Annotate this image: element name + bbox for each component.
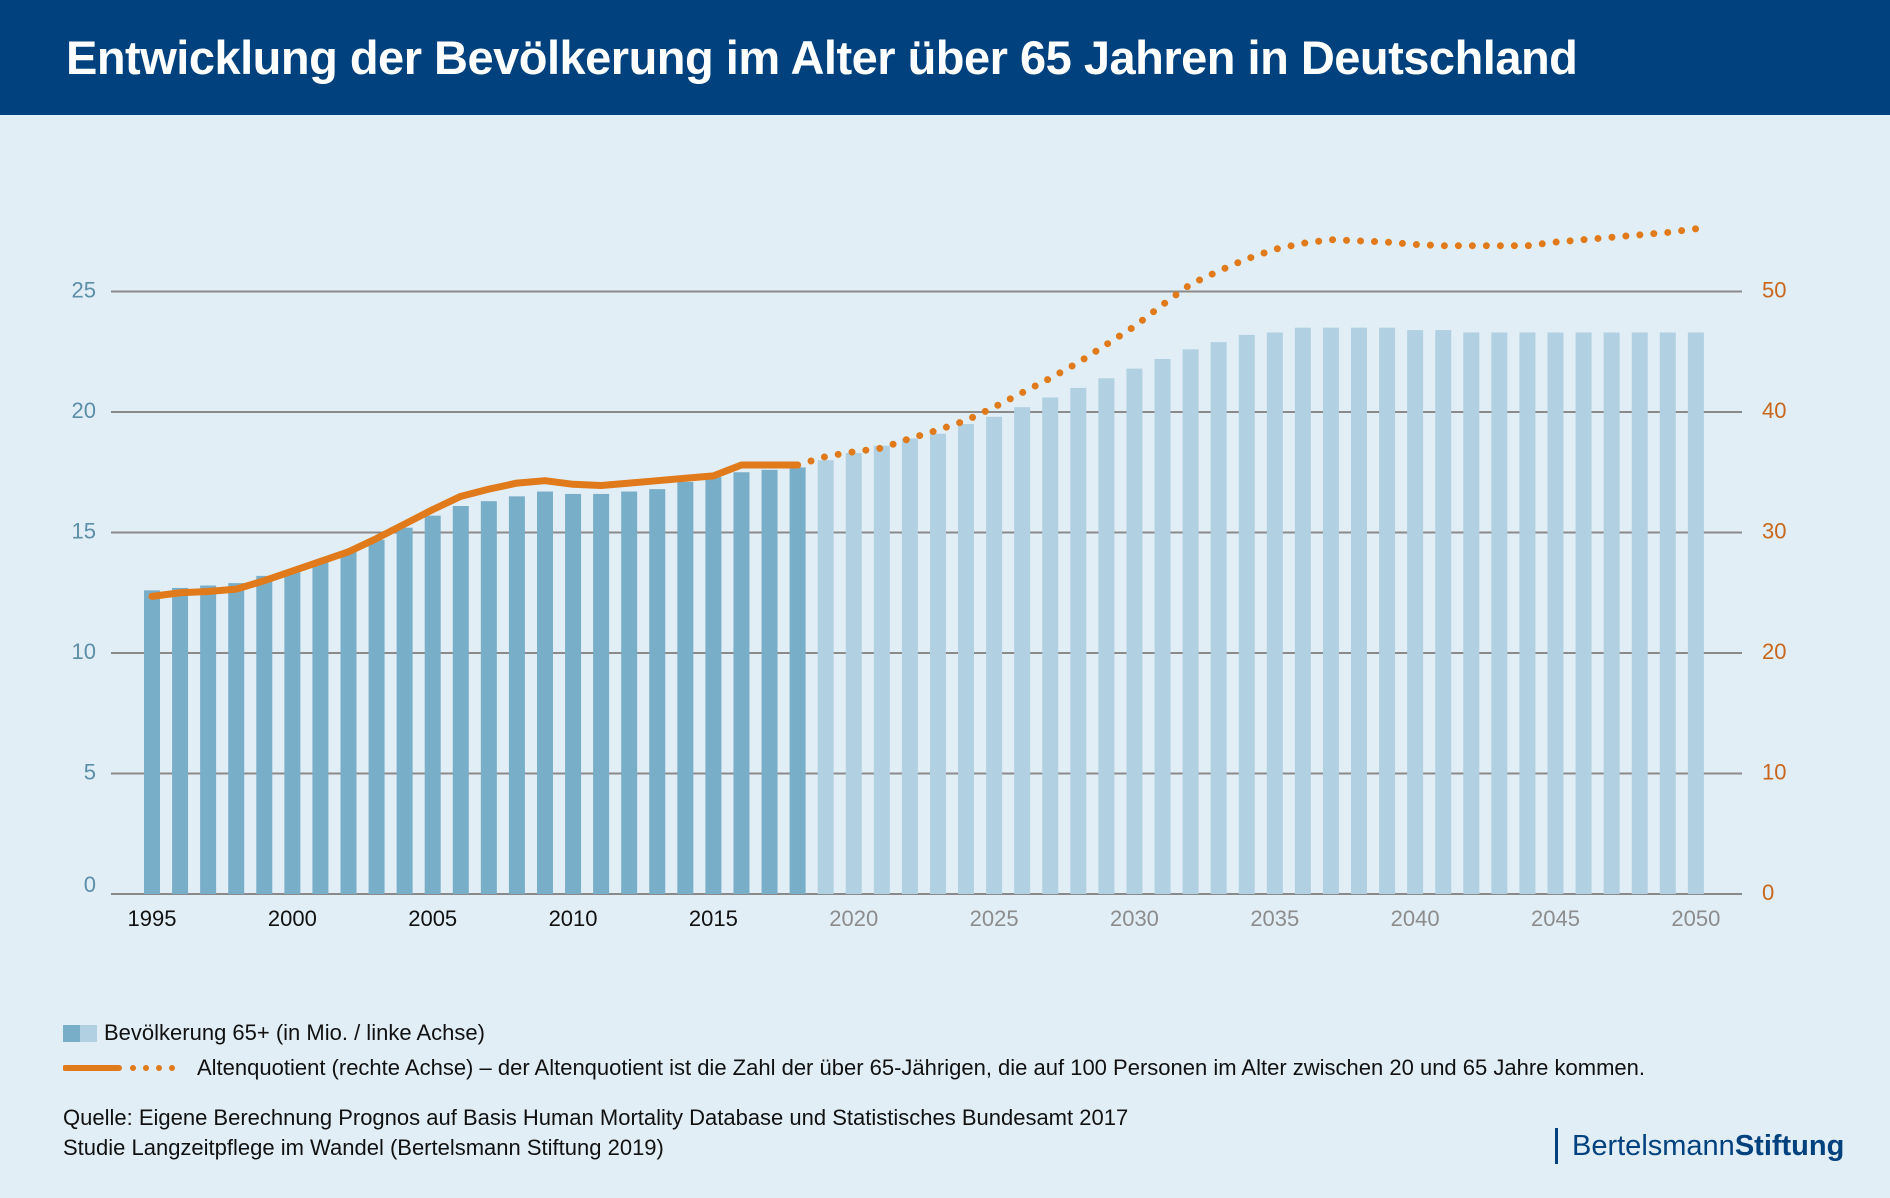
bar-2033 (1210, 342, 1227, 894)
bar-2000 (284, 571, 301, 894)
altenquotient-line-observed (148, 461, 802, 600)
bar-2012 (621, 491, 638, 894)
x-axis-tick-label: 2035 (1250, 906, 1299, 931)
right-axis-tick-label: 10 (1762, 760, 1786, 785)
left-axis-tick-label: 5 (84, 760, 96, 785)
x-axis-tick-label: 2045 (1531, 906, 1580, 931)
bar-2049 (1659, 332, 1676, 895)
bar-2026 (1014, 407, 1031, 894)
bar-2017 (761, 469, 778, 894)
bar-2022 (901, 438, 918, 894)
bar-2001 (312, 561, 329, 894)
altenquotient-line-projected (794, 225, 1700, 469)
bar-2029 (1098, 378, 1115, 894)
x-axis-tick-label: 2025 (970, 906, 1019, 931)
bar-2006 (452, 505, 469, 894)
bar-2024 (958, 424, 975, 894)
bar-2038 (1351, 327, 1368, 894)
x-axis-tick-label: 2050 (1671, 906, 1720, 931)
bar-2031 (1154, 358, 1171, 894)
bar-2008 (508, 496, 525, 894)
bar-2040 (1407, 330, 1424, 894)
legend-bars: Bevölkerung 65+ (in Mio. / linke Achse) (63, 1020, 485, 1046)
left-axis-tick-label: 20 (72, 398, 96, 423)
bar-1997 (200, 585, 217, 894)
bar-2027 (1042, 397, 1059, 894)
bar-2009 (536, 491, 553, 894)
bar-2032 (1182, 349, 1199, 895)
page-title: Entwicklung der Bevölkerung im Alter übe… (66, 31, 1578, 84)
right-axis-tick-label: 30 (1762, 519, 1786, 544)
bar-2003 (368, 539, 385, 894)
bar-2002 (340, 551, 357, 894)
bar-2048 (1631, 332, 1648, 895)
bar-2015 (705, 477, 722, 894)
legend-bars-label: Bevölkerung 65+ (in Mio. / linke Achse) (104, 1020, 485, 1045)
bar-1998 (228, 583, 245, 894)
bar-2007 (480, 501, 497, 894)
bar-2041 (1435, 330, 1452, 894)
bar-2025 (986, 416, 1003, 894)
legend-bar-swatch-projected (80, 1024, 97, 1042)
x-axis-tick-label: 2020 (829, 906, 878, 931)
x-axis-tick-label: 2010 (549, 906, 598, 931)
bar-1999 (256, 575, 273, 894)
legend-line-label: Altenquotient (rechte Achse) – der Alten… (197, 1055, 1645, 1080)
legend-line-swatch (63, 1065, 175, 1071)
source-line-2: Studie Langzeitpflege im Wandel (Bertels… (63, 1135, 664, 1160)
bar-2035 (1266, 332, 1283, 895)
bar-1996 (172, 587, 189, 894)
header-bar: Entwicklung der Bevölkerung im Alter übe… (0, 0, 1890, 115)
bar-2028 (1070, 387, 1087, 894)
right-axis-tick-label: 50 (1762, 278, 1786, 303)
bar-2050 (1687, 332, 1704, 895)
bar-2023 (929, 433, 946, 894)
bar-2013 (649, 489, 666, 894)
bertelsmann-logo: BertelsmannStiftung (1555, 1128, 1844, 1164)
right-axis-tick-label: 0 (1762, 880, 1774, 905)
right-axis-tick-label: 20 (1762, 639, 1786, 664)
legend-bar-swatch (63, 1024, 80, 1042)
legend-line: Altenquotient (rechte Achse) – der Alten… (63, 1055, 1645, 1081)
bar-1995 (144, 590, 160, 894)
bar-2011 (593, 493, 610, 894)
bar-2047 (1603, 332, 1620, 895)
left-axis-tick-label: 25 (72, 278, 96, 303)
bar-2021 (873, 445, 890, 894)
bar-2020 (845, 452, 862, 894)
bar-2045 (1547, 332, 1564, 895)
bar-2044 (1519, 332, 1536, 895)
x-axis-tick-label: 2015 (689, 906, 738, 931)
bar-2034 (1238, 334, 1255, 894)
bar-2030 (1126, 368, 1143, 894)
bar-2004 (396, 527, 413, 894)
bar-2018 (789, 467, 806, 894)
bar-2036 (1294, 327, 1311, 894)
bar-2016 (733, 472, 750, 894)
x-axis-tick-label: 2040 (1391, 906, 1440, 931)
bar-2019 (817, 460, 834, 894)
source-line-1: Quelle: Eigene Berechnung Prognos auf Ba… (63, 1105, 1129, 1130)
left-axis-tick-label: 15 (72, 519, 96, 544)
x-axis-tick-label: 2000 (268, 906, 317, 931)
bar-2039 (1379, 327, 1396, 894)
bar-2005 (424, 515, 441, 894)
right-axis-tick-label: 40 (1762, 398, 1786, 423)
x-axis-tick-label: 1995 (128, 906, 177, 931)
left-axis-tick-label: 10 (72, 639, 96, 664)
bar-2046 (1575, 332, 1592, 895)
bar-2042 (1463, 332, 1480, 895)
bar-2037 (1322, 327, 1339, 894)
x-axis-tick-label: 2030 (1110, 906, 1159, 931)
left-axis-tick-label: 0 (84, 872, 96, 897)
bar-2043 (1491, 332, 1508, 895)
bar-2010 (565, 493, 582, 894)
bar-2014 (677, 481, 694, 894)
x-axis-tick-label: 2005 (408, 906, 457, 931)
